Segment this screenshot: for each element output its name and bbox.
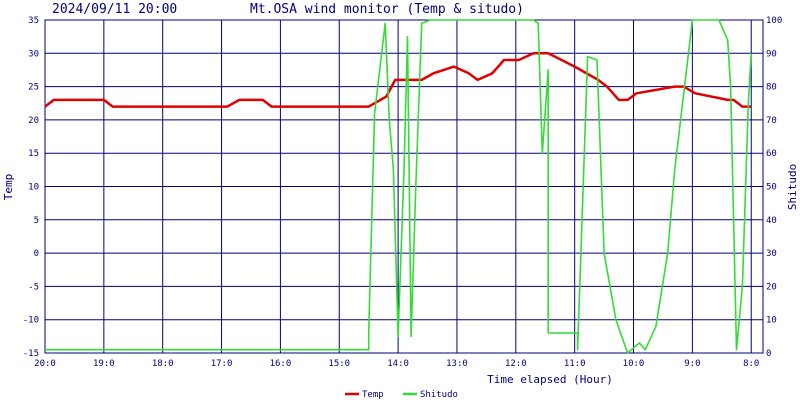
x-axis-title: Time elapsed (Hour) (487, 373, 613, 386)
y-right-tick-label: 90 (766, 49, 777, 59)
legend-label-shitudo: Shitudo (420, 390, 458, 400)
y-left-tick-label: -10 (23, 316, 39, 326)
x-tick-label: 12:0 (505, 359, 527, 369)
y-left-tick-label: 25 (28, 83, 39, 93)
y-right-tick-label: 80 (766, 83, 777, 93)
y-axis-left-title: Temp (2, 174, 15, 201)
y-right-tick-label: 40 (766, 216, 777, 226)
x-tick-label: 15:0 (328, 359, 350, 369)
y-left-tick-label: 0 (34, 249, 39, 259)
y-right-tick-label: 20 (766, 282, 777, 292)
x-tick-label: 16:0 (270, 359, 292, 369)
series-line-temp (44, 52, 752, 108)
y-right-tick-label: 0 (766, 349, 771, 359)
y-left-tick-label: 35 (28, 16, 39, 26)
timestamp-label: 2024/09/11 20:00 (52, 2, 177, 17)
x-tick-label: 14:0 (387, 359, 409, 369)
y-left-tick-label: 30 (28, 49, 39, 59)
y-left-tick-label: 10 (28, 183, 39, 193)
y-right-tick-label: 10 (766, 316, 777, 326)
y-axis-right-title: Shitudo (786, 164, 799, 210)
y-left-tick-label: 20 (28, 116, 39, 126)
y-left-tick-label: 5 (34, 216, 39, 226)
series-line-shitudo (45, 19, 752, 354)
x-tick-label: 8:0 (743, 359, 759, 369)
x-tick-label: 9:0 (684, 359, 700, 369)
legend: Temp Shitudo (345, 390, 458, 400)
x-tick-label: 13:0 (446, 359, 468, 369)
y-left-tick-label: -5 (28, 282, 39, 292)
y-right-tick-label: 50 (766, 183, 777, 193)
x-axis: 20:0 19:0 18:0 17:0 16:0 15:0 14:0 13:0 12:0 11:0… (34, 359, 759, 369)
left-axis: 35 30 25 20 15 10 5 0 -5 -10 -15 (23, 16, 39, 359)
plot-frame (44, 19, 764, 354)
x-tick-label: 10:0 (623, 359, 645, 369)
y-right-tick-label: 70 (766, 116, 777, 126)
y-right-tick-label: 60 (766, 149, 777, 159)
y-right-tick-label: 100 (766, 16, 782, 26)
y-left-tick-label: 15 (28, 149, 39, 159)
series-group (44, 19, 752, 354)
x-tick-label: 18:0 (152, 359, 174, 369)
legend-label-temp: Temp (362, 390, 384, 400)
chart-title: Mt.OSA wind monitor (Temp & situdo) (250, 2, 524, 17)
y-right-tick-label: 30 (766, 249, 777, 259)
grid (44, 19, 764, 354)
y-left-tick-label: -15 (23, 349, 39, 359)
x-tick-label: 20:0 (34, 359, 56, 369)
x-tick-label: 17:0 (211, 359, 233, 369)
x-tick-label: 11:0 (564, 359, 586, 369)
x-tick-label: 19:0 (93, 359, 115, 369)
